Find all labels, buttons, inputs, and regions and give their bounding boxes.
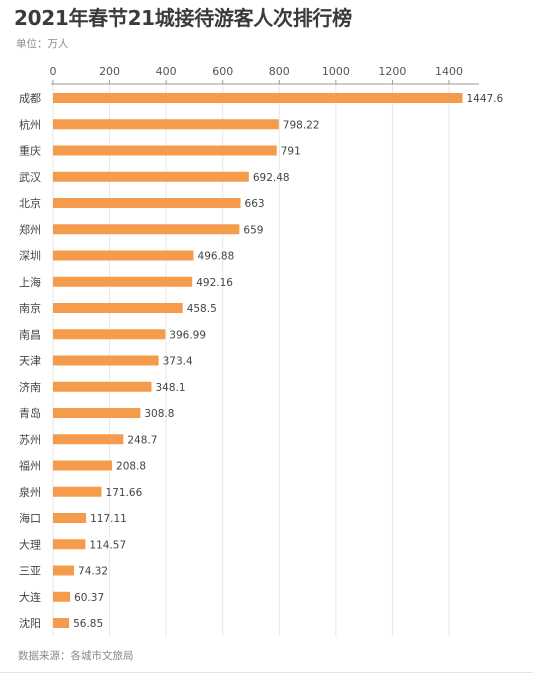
x-tick-label: 1400 [435, 65, 463, 78]
category-label: 福州 [19, 459, 41, 473]
data-label: 791 [281, 146, 301, 158]
category-label: 苏州 [19, 433, 41, 446]
data-label: 60.37 [74, 592, 104, 604]
data-label: 396.99 [169, 329, 206, 341]
category-label: 大理 [19, 537, 41, 551]
data-label: 663 [245, 198, 265, 210]
data-label: 492.16 [196, 277, 233, 289]
bar [53, 171, 249, 182]
bar [53, 539, 86, 550]
category-label: 郑州 [19, 222, 41, 236]
category-label: 北京 [19, 196, 41, 210]
category-label: 济南 [19, 380, 41, 394]
bar [53, 565, 75, 576]
bar [53, 250, 194, 261]
data-label: 496.88 [198, 251, 235, 263]
category-label: 三亚 [19, 565, 41, 578]
x-tick-label: 600 [212, 65, 233, 78]
bar [53, 408, 141, 418]
bar [53, 303, 183, 313]
bar [53, 198, 241, 208]
data-label: 56.85 [73, 618, 103, 630]
data-label: 248.7 [127, 434, 157, 446]
data-label: 458.5 [187, 303, 217, 315]
unit-note: 单位：万人 [16, 38, 69, 50]
category-label: 青岛 [19, 406, 41, 420]
source-note: 数据来源：各城市文旅局 [18, 650, 134, 662]
category-label: 大连 [19, 590, 41, 604]
category-label: 上海 [19, 275, 41, 289]
data-label: 659 [243, 224, 263, 236]
category-label: 南昌 [19, 328, 41, 341]
data-label: 74.32 [78, 566, 108, 578]
category-label: 武汉 [19, 171, 41, 184]
data-label: 208.8 [116, 461, 146, 473]
bar [53, 93, 463, 103]
category-label: 沈阳 [19, 616, 41, 630]
category-label: 深圳 [19, 250, 41, 263]
category-label: 泉州 [19, 485, 41, 499]
bar [53, 224, 240, 235]
bar [53, 460, 113, 471]
bar [53, 355, 159, 366]
data-label: 373.4 [163, 356, 193, 368]
data-label: 114.57 [89, 539, 126, 551]
data-label: 117.11 [90, 513, 127, 525]
category-label: 天津 [19, 355, 41, 368]
data-label: 308.8 [144, 408, 174, 420]
data-label: 348.1 [155, 382, 185, 394]
data-label: 171.66 [106, 487, 143, 499]
category-label: 海口 [19, 511, 41, 525]
bar [53, 591, 71, 602]
bottom-divider [0, 672, 533, 673]
chart-title: 2021年春节21城接待游客人次排行榜 [14, 6, 352, 30]
bar [53, 276, 193, 287]
data-label: 692.48 [253, 172, 290, 184]
bar [53, 618, 70, 628]
bar [53, 329, 166, 340]
bar [53, 381, 152, 392]
x-tick-label: 0 [50, 65, 57, 78]
category-label: 重庆 [19, 144, 41, 158]
bar [53, 119, 279, 130]
x-tick-label: 200 [99, 65, 120, 78]
x-tick-label: 1000 [322, 65, 350, 78]
bar [53, 486, 102, 497]
x-tick-label: 800 [269, 65, 290, 78]
bar [53, 145, 277, 156]
category-label: 南京 [19, 301, 41, 315]
bar [53, 434, 124, 445]
x-tick-label: 400 [156, 65, 177, 78]
bar [53, 513, 87, 523]
data-label: 1447.6 [466, 93, 503, 105]
x-tick-label: 1200 [378, 65, 406, 78]
category-label: 杭州 [19, 117, 41, 131]
category-label: 成都 [19, 92, 41, 105]
data-label: 798.22 [283, 119, 320, 131]
